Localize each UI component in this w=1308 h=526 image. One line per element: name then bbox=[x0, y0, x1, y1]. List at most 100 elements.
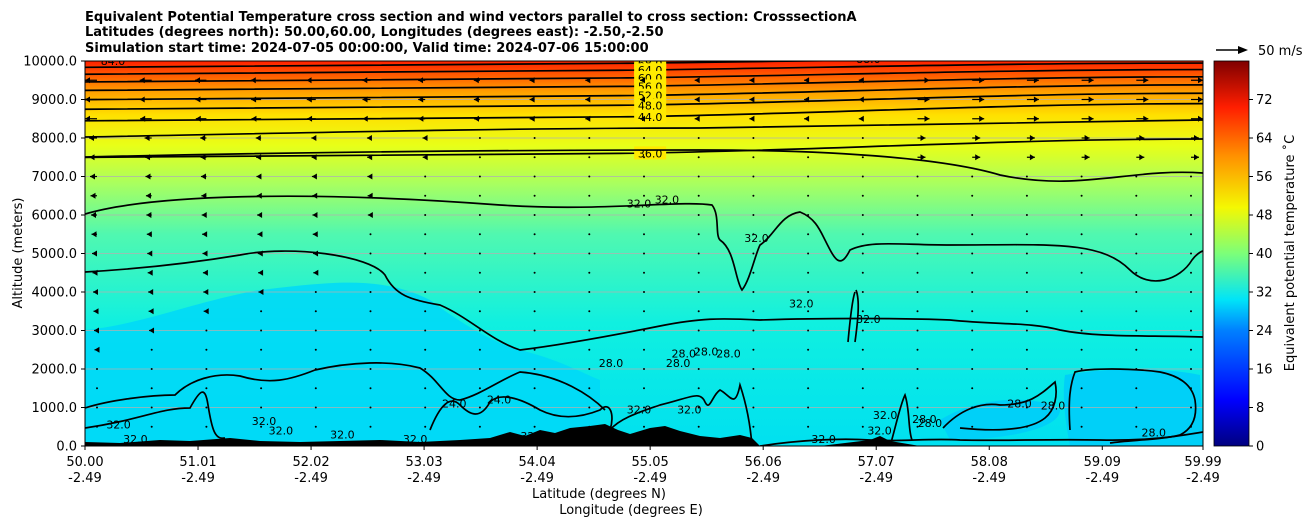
contour-line bbox=[889, 380, 1057, 446]
wind-vector-head bbox=[362, 115, 368, 122]
wind-vector bbox=[752, 233, 755, 236]
wind-vector-head bbox=[422, 154, 428, 161]
x-tick-label-lat: 53.03 bbox=[405, 455, 442, 470]
wind-vector-head bbox=[148, 308, 154, 315]
wind-vector bbox=[807, 368, 810, 370]
wind-vector bbox=[861, 310, 864, 313]
wind-vector bbox=[697, 368, 700, 370]
wind-vector-head bbox=[147, 269, 153, 276]
wind-vector bbox=[643, 137, 645, 139]
x-tick-label-lon: -2.49 bbox=[294, 471, 328, 486]
wind-vector bbox=[205, 329, 208, 332]
wind-vector bbox=[588, 214, 591, 216]
wind-vector bbox=[96, 387, 98, 390]
wind-vector-head bbox=[975, 154, 981, 161]
contour-label: 32.0 bbox=[789, 297, 814, 310]
wind-vector bbox=[1025, 252, 1028, 255]
contour-label: 28.0 bbox=[599, 357, 624, 370]
wind-vector bbox=[1135, 348, 1138, 351]
wind-vector bbox=[916, 214, 919, 216]
wind-vector bbox=[643, 194, 645, 197]
wind-vector bbox=[807, 310, 810, 313]
wind-vector-head bbox=[975, 135, 981, 141]
title-line-2: Latitudes (degrees north): 50.00,60.00, … bbox=[85, 25, 664, 40]
contour-label: 24.0 bbox=[442, 398, 467, 411]
wind-vector-head bbox=[258, 289, 264, 295]
wind-vector bbox=[588, 387, 591, 390]
wind-vector bbox=[916, 233, 919, 236]
wind-vector-head bbox=[749, 115, 755, 122]
wind-vector-head bbox=[1143, 77, 1149, 84]
wind-vector-head bbox=[749, 96, 755, 103]
wind-vector bbox=[96, 425, 98, 428]
wind-vector-head bbox=[85, 115, 90, 122]
wind-vector bbox=[697, 406, 700, 409]
wind-vector-head bbox=[585, 96, 591, 103]
wind-vector bbox=[1135, 329, 1138, 332]
wind-vector bbox=[478, 291, 481, 293]
wind-vector-head bbox=[804, 77, 810, 84]
wind-vector-head bbox=[1033, 96, 1039, 103]
wind-vector-head bbox=[311, 154, 317, 161]
wind-vector bbox=[260, 310, 263, 313]
wind-vector-head bbox=[694, 96, 700, 103]
wind-vector-head bbox=[85, 96, 90, 103]
wind-key-arrowhead bbox=[1238, 46, 1248, 54]
wind-vector bbox=[971, 310, 974, 313]
wind-vector-head bbox=[144, 135, 150, 141]
wind-vector bbox=[478, 175, 481, 178]
wind-vector bbox=[1025, 310, 1028, 313]
x-tick-label-lon: -2.49 bbox=[1186, 471, 1220, 486]
contour-line bbox=[85, 62, 1203, 76]
wind-vector bbox=[260, 368, 263, 370]
wind-vector-head bbox=[529, 77, 535, 84]
contour-label: 32.0 bbox=[330, 428, 355, 441]
contour-line bbox=[85, 195, 1203, 292]
wind-vector-head bbox=[258, 269, 264, 276]
colorbar-tick-label: 56 bbox=[1256, 170, 1273, 185]
wind-vector-head bbox=[312, 231, 318, 238]
wind-vector bbox=[533, 156, 536, 159]
wind-vector bbox=[260, 425, 263, 428]
wind-vector bbox=[533, 387, 536, 390]
wind-vector bbox=[1135, 194, 1138, 197]
wind-vector bbox=[260, 348, 263, 351]
wind-vector bbox=[916, 406, 919, 409]
y-tick-label: 6000.0 bbox=[32, 209, 78, 224]
wind-vector bbox=[971, 406, 974, 409]
wind-vector-head bbox=[529, 96, 535, 103]
y-tick-label: 4000.0 bbox=[32, 286, 78, 301]
wind-vector-head bbox=[202, 250, 208, 257]
wind-vector bbox=[643, 368, 645, 370]
wind-vector bbox=[1080, 291, 1083, 293]
wind-vector-head bbox=[203, 308, 209, 315]
wind-vector bbox=[1025, 194, 1028, 197]
wind-vector bbox=[1190, 233, 1192, 236]
contour-label: 32.0 bbox=[867, 424, 892, 437]
wind-vector bbox=[752, 156, 755, 159]
cold-region bbox=[940, 399, 1060, 440]
wind-vector bbox=[1025, 387, 1028, 390]
wind-vector bbox=[1025, 233, 1028, 236]
wind-vector bbox=[1025, 425, 1028, 428]
x-tick-label-lon: -2.49 bbox=[746, 471, 780, 486]
contour-line bbox=[85, 138, 1203, 159]
wind-vector-head bbox=[367, 192, 373, 199]
wind-vector-head bbox=[91, 212, 96, 218]
wind-vector bbox=[1080, 214, 1083, 216]
wind-vector-head bbox=[1084, 135, 1090, 141]
wind-vector bbox=[807, 175, 810, 178]
wind-vector-head bbox=[979, 96, 985, 103]
wind-vector bbox=[1135, 233, 1138, 236]
wind-vector bbox=[1025, 214, 1028, 216]
contour-label: 28.0 bbox=[918, 417, 943, 430]
wind-vector bbox=[369, 252, 372, 255]
wind-vector bbox=[861, 271, 864, 274]
wind-vector bbox=[643, 425, 645, 428]
wind-vector-head bbox=[640, 96, 645, 103]
wind-vector bbox=[369, 368, 372, 370]
wind-vectors bbox=[85, 77, 1203, 428]
wind-vector bbox=[861, 329, 864, 332]
wind-vector bbox=[260, 329, 263, 332]
